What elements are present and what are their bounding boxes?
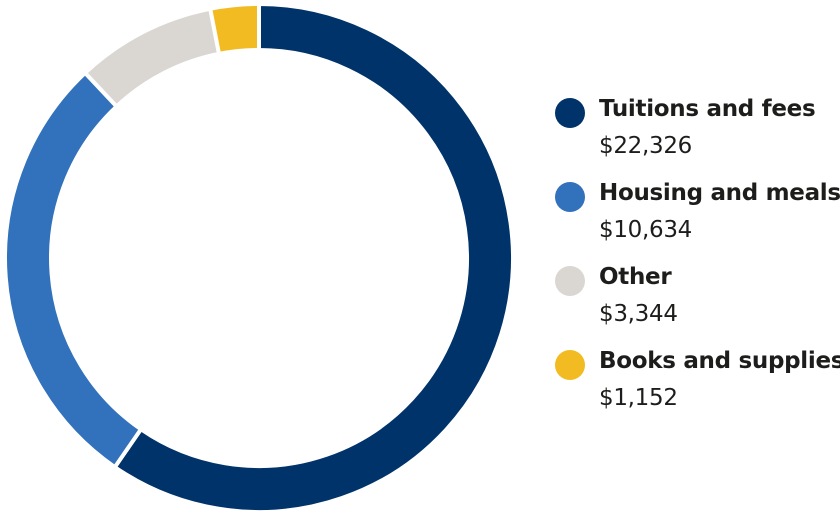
legend-entry-books-and-supplies: Books and supplies $1,152 (555, 344, 840, 428)
legend: Tuitions and fees $22,326 Housing and meal… (555, 92, 840, 428)
legend-value-housing-and-meals: $10,634 (599, 217, 693, 243)
legend-swatch-housing-and-meals (555, 182, 585, 212)
legend-swatch-tuitions-and-fees (555, 98, 585, 128)
legend-label-tuitions-and-fees: Tuitions and fees (599, 96, 816, 122)
legend-entry-other: Other $3,344 (555, 260, 840, 344)
legend-entry-tuitions-and-fees: Tuitions and fees $22,326 (555, 92, 840, 176)
legend-entry-housing-and-meals: Housing and meals $10,634 (555, 176, 840, 260)
donut-slice-other (82, 6, 222, 110)
donut-slice-housing-and-meals (3, 70, 144, 470)
legend-label-housing-and-meals: Housing and meals (599, 180, 840, 206)
legend-value-tuitions-and-fees: $22,326 (599, 133, 693, 159)
legend-label-books-and-supplies: Books and supplies (599, 348, 840, 374)
donut-slice-tuitions-and-fees (112, 1, 515, 514)
donut-slice-books-and-supplies (207, 1, 261, 57)
donut-chart (3, 1, 515, 514)
legend-value-other: $3,344 (599, 301, 678, 327)
legend-label-other: Other (599, 264, 672, 290)
legend-swatch-other (555, 266, 585, 296)
legend-swatch-books-and-supplies (555, 350, 585, 380)
legend-value-books-and-supplies: $1,152 (599, 385, 678, 411)
